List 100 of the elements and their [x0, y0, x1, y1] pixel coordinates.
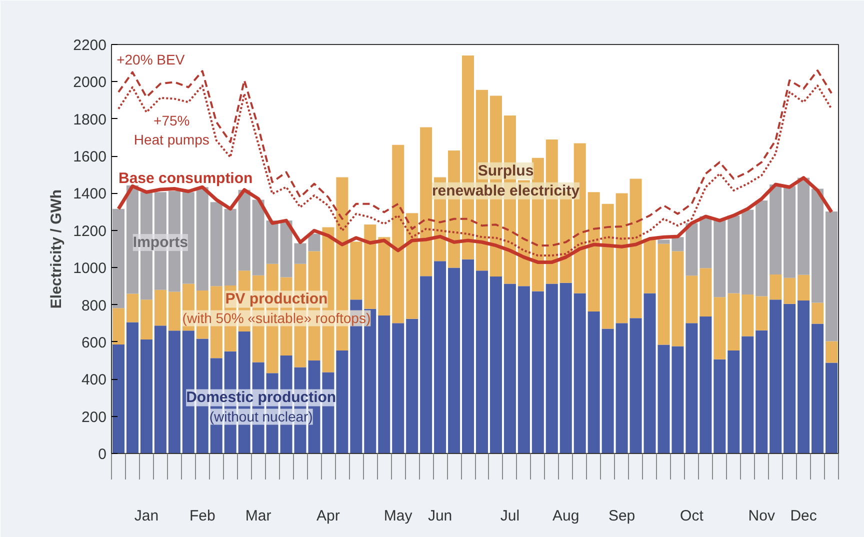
series-label: +75% Heat pumps: [134, 112, 210, 148]
y-tick-label: 800: [81, 297, 107, 314]
y-tick-label: 2000: [73, 74, 107, 92]
y-tick-label: 200: [81, 408, 107, 426]
bar: [728, 350, 740, 454]
bar: [434, 261, 446, 454]
bar: [406, 318, 418, 454]
bar: [826, 341, 838, 363]
bar: [588, 311, 600, 454]
y-tick-label: 400: [81, 372, 107, 389]
bar: [812, 302, 824, 324]
x-tick-label: Feb: [189, 508, 216, 524]
annotation: Surplus renewable electricity: [432, 162, 580, 200]
bar: [588, 192, 600, 312]
bar: [392, 323, 404, 454]
bar: [420, 127, 432, 276]
bar: [770, 184, 782, 274]
bar: [238, 190, 250, 271]
bar: [336, 350, 348, 454]
bar: [714, 359, 726, 454]
bar: [798, 300, 810, 454]
bar: [798, 178, 810, 275]
y-tick-label: 600: [81, 334, 107, 352]
bar: [756, 200, 768, 296]
x-tick-label: Sep: [608, 508, 636, 524]
bar: [140, 340, 152, 454]
bar: [714, 219, 726, 298]
bar: [546, 284, 558, 454]
bar: [112, 344, 124, 454]
y-tick-label: 1600: [73, 148, 107, 166]
y-tick-label: 1800: [73, 111, 107, 128]
bar: [378, 237, 390, 316]
bar: [742, 210, 754, 295]
bar: [616, 193, 628, 324]
bar: [812, 188, 824, 303]
x-tick-label: Nov: [748, 508, 776, 524]
bar: [448, 268, 460, 454]
bar: [154, 326, 166, 454]
bar: [224, 208, 236, 286]
series-label: +20% BEV: [116, 51, 186, 68]
y-tick-label: 1000: [73, 260, 107, 278]
bar: [728, 216, 740, 294]
bar: [112, 208, 124, 308]
bar: [196, 187, 208, 290]
bar: [126, 294, 138, 322]
x-tick-label: Aug: [552, 508, 580, 524]
bar: [126, 322, 138, 454]
bar: [364, 224, 376, 309]
bar: [462, 259, 474, 454]
bar: [812, 324, 824, 454]
bar: [770, 300, 782, 454]
bar: [686, 323, 698, 454]
x-tick-label: May: [384, 508, 413, 524]
bar: [770, 274, 782, 300]
bar: [574, 293, 586, 454]
y-tick-label: 0: [98, 446, 106, 463]
x-tick-label: Apr: [316, 508, 340, 524]
x-tick-label: Mar: [245, 508, 272, 524]
bar: [728, 293, 740, 351]
y-tick-label: 1200: [73, 222, 107, 240]
bar: [616, 323, 628, 454]
bar: [168, 330, 180, 454]
bar: [252, 200, 264, 276]
bar: [112, 308, 124, 345]
bar: [140, 300, 152, 340]
bar: [560, 282, 572, 454]
bar: [406, 213, 418, 319]
bar: [168, 292, 180, 331]
bar: [602, 204, 614, 329]
x-tick-label: Dec: [790, 508, 818, 524]
y-axis-title: Electricity / GWh: [48, 189, 66, 309]
series-label: Domestic production (without nuclear): [186, 389, 336, 425]
bar: [784, 304, 796, 454]
x-tick-label: Jul: [500, 508, 520, 524]
bar: [350, 242, 362, 300]
bar: [756, 296, 768, 330]
bar: [686, 276, 698, 324]
bar: [700, 268, 712, 316]
bar: [602, 328, 614, 454]
bar: [742, 294, 754, 336]
bar: [532, 291, 544, 454]
bar: [700, 316, 712, 454]
x-tick-label: Oct: [680, 508, 704, 524]
x-tick-label: Jan: [134, 508, 159, 524]
bar: [686, 223, 698, 276]
x-tick-label: Jun: [428, 508, 452, 524]
bar: [784, 186, 796, 278]
bar: [714, 297, 726, 360]
series-label: PV production (with 50% «suitable» rooftops): [182, 290, 371, 326]
bar: [504, 284, 516, 454]
bar: [742, 336, 754, 454]
bar: [476, 270, 488, 454]
bar: [154, 290, 166, 326]
bar: [784, 278, 796, 304]
series-label: Imports: [132, 234, 188, 251]
bar: [798, 274, 810, 300]
y-tick-label: 2200: [73, 37, 107, 54]
bar: [826, 362, 838, 454]
bar: [420, 276, 432, 454]
bar: [378, 316, 390, 454]
